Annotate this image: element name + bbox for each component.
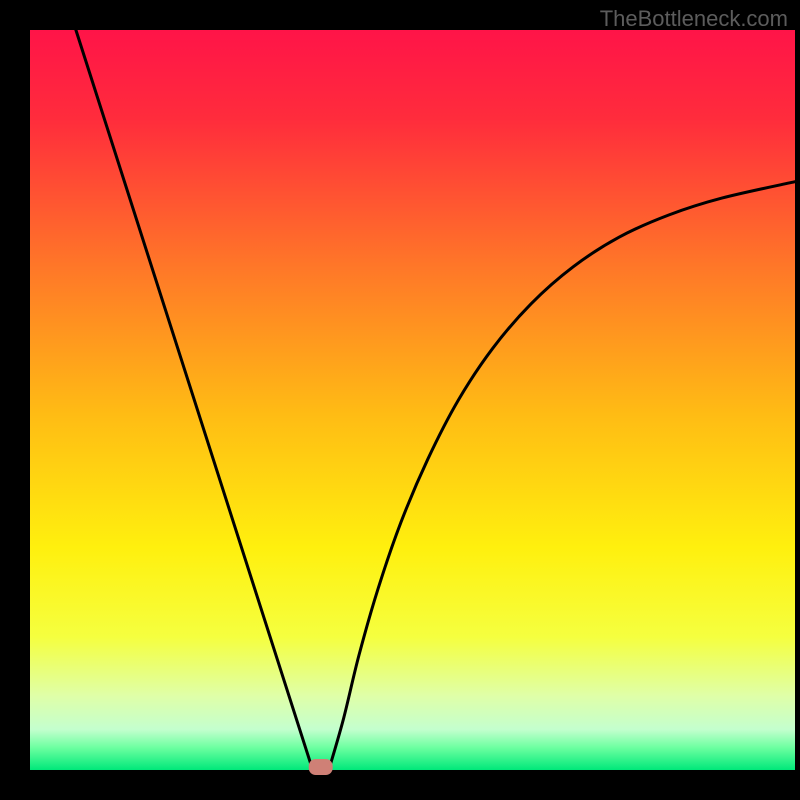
optimal-point-marker bbox=[309, 759, 333, 775]
watermark-text: TheBottleneck.com bbox=[600, 6, 788, 32]
bottleneck-curve-chart bbox=[0, 0, 800, 800]
chart-gradient-background bbox=[30, 30, 795, 770]
